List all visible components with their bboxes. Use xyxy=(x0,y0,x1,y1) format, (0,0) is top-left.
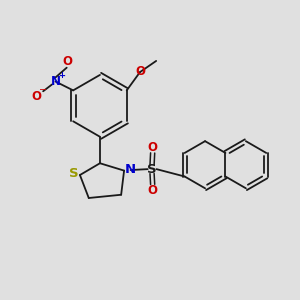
Text: S: S xyxy=(147,163,157,176)
Text: O: O xyxy=(135,65,145,78)
Text: +: + xyxy=(58,70,65,80)
Text: O: O xyxy=(148,184,158,197)
Text: O: O xyxy=(148,141,158,154)
Text: O: O xyxy=(62,55,72,68)
Text: O: O xyxy=(32,90,42,103)
Text: N: N xyxy=(50,75,61,88)
Text: −: − xyxy=(38,85,46,95)
Text: S: S xyxy=(69,167,78,180)
Text: N: N xyxy=(124,163,136,176)
